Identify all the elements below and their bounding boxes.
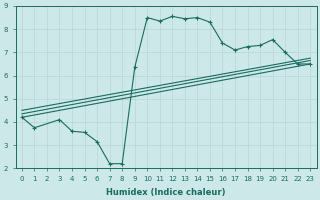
X-axis label: Humidex (Indice chaleur): Humidex (Indice chaleur) bbox=[106, 188, 226, 197]
